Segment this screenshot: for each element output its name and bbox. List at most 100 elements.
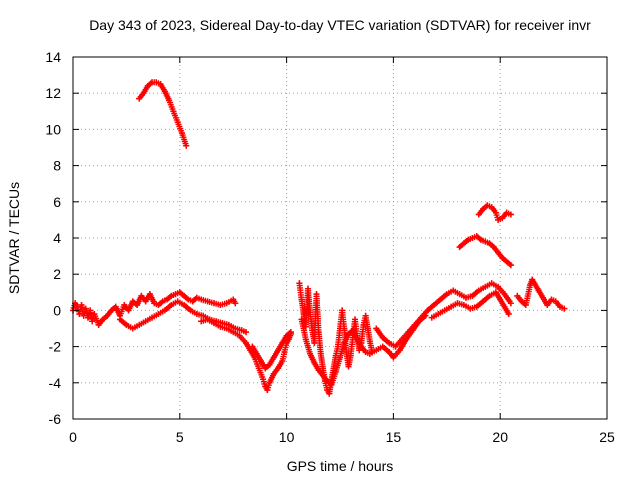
data-point [144,82,151,89]
data-point [204,298,211,305]
data-point [405,329,412,336]
data-point [302,336,309,343]
data-point [307,350,314,357]
data-point [112,303,119,310]
y-tick-label: 12 [45,85,61,101]
data-series [70,79,568,397]
data-point [176,289,183,296]
data-point [275,347,282,354]
data-point [332,368,339,375]
data-point [430,301,437,308]
data-point [495,216,502,223]
data-point [166,97,173,104]
data-point [386,349,393,356]
data-point [217,301,224,308]
x-tick-label: 15 [386,429,402,445]
data-point [465,236,472,243]
data-point [198,318,205,325]
y-tick-label: -4 [49,375,62,391]
data-point [74,303,81,310]
data-point [279,339,286,346]
data-point [223,325,230,332]
data-point [379,343,386,350]
data-point [501,303,508,310]
data-point [161,88,168,95]
data-point [210,300,217,307]
data-point [89,318,96,325]
data-point [411,321,418,328]
y-tick-label: 6 [53,194,61,210]
data-point [362,312,369,319]
data-point [307,309,314,316]
data-point [108,307,115,314]
data-point [492,289,499,296]
y-tick-label: -2 [49,339,62,355]
data-point [230,329,237,336]
tick-labels: 0 5 10 15 20 25 -6 -4 -2 0 2 4 6 8 10 12 14 [45,49,615,445]
data-point [76,311,83,318]
data-point [270,354,277,361]
data-point [157,81,164,88]
data-point [539,294,546,301]
data-point [337,354,343,361]
data-point [362,349,369,356]
data-point [138,292,145,299]
data-point [495,283,502,290]
data-point [217,323,224,330]
data-point [255,365,262,372]
data-point [313,291,320,298]
series-arc-night-lower [116,298,250,336]
data-point [492,209,499,216]
data-point [343,349,350,356]
data-point [424,307,431,314]
data-point [264,387,271,394]
series-markers [136,79,190,149]
data-point [121,301,128,308]
data-point [488,280,495,287]
data-point [236,332,243,339]
data-point [339,307,346,314]
data-point [104,312,111,319]
data-point [507,262,514,269]
chart-title: Day 343 of 2023, Sidereal Day-to-day VTE… [89,17,591,33]
data-point [287,329,294,336]
data-point [116,316,123,323]
y-tick-label: 10 [45,121,61,137]
data-point [379,334,386,341]
series-arc-high-early [136,79,190,149]
data-point [324,377,331,384]
data-point [298,316,305,323]
x-tick-label: 20 [492,429,508,445]
data-point [486,292,493,299]
data-point [561,305,568,312]
data-point [507,300,514,307]
data-point [238,327,245,334]
data-point [304,285,311,292]
data-point [193,311,200,318]
data-point [319,372,326,379]
data-point [460,240,467,247]
series-arc-morning-dip [198,316,294,394]
data-point [87,307,94,314]
data-point [161,307,168,314]
data-point [507,211,514,218]
data-point [386,339,393,346]
data-point [155,301,162,308]
data-point [531,280,538,287]
data-point [232,300,239,307]
data-point [482,283,489,290]
data-point [463,294,470,301]
data-point [140,90,147,97]
data-point [505,311,512,318]
x-tick-label: 10 [279,429,295,445]
data-point [460,301,467,308]
data-point [163,296,170,303]
data-point [223,300,230,307]
data-point [499,254,506,261]
data-point [441,307,448,314]
data-point [518,298,525,305]
data-point [243,339,250,346]
data-point [129,325,136,332]
data-point [80,312,87,319]
data-point [326,390,333,397]
